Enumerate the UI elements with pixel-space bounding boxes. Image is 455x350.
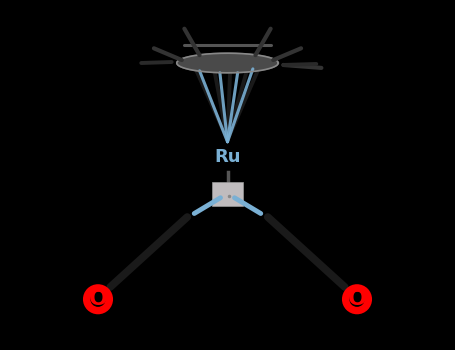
Circle shape <box>91 292 105 306</box>
Text: O: O <box>89 289 107 309</box>
Circle shape <box>85 286 111 313</box>
FancyBboxPatch shape <box>212 182 243 206</box>
Circle shape <box>344 286 370 313</box>
Circle shape <box>350 292 364 306</box>
Text: Ru: Ru <box>214 148 241 167</box>
Polygon shape <box>177 53 278 73</box>
Text: O: O <box>348 289 366 309</box>
